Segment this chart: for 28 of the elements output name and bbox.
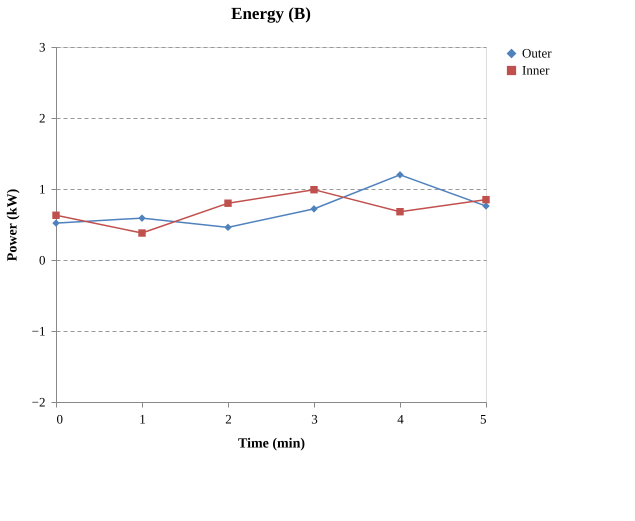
legend-label: Outer [522, 46, 552, 60]
point [396, 171, 404, 179]
point [224, 224, 232, 232]
y-tick-label: −2 [32, 394, 46, 410]
y-tick-label: 0 [39, 252, 46, 268]
y-tick-label: 1 [39, 182, 46, 196]
x-tick-label: 0 [56, 412, 63, 426]
point [310, 186, 318, 194]
y-tick-label: 3 [39, 40, 46, 54]
point [224, 199, 232, 207]
y-tick-label: 2 [39, 110, 46, 126]
x-tick-label: 1 [139, 412, 146, 426]
point [396, 208, 404, 216]
x-axis-title: Time (min) [238, 436, 306, 452]
point [52, 212, 60, 219]
chart-title: Energy (B) [231, 4, 311, 23]
y-axis-title: Power (kW) [6, 188, 21, 262]
x-tick-label: 4 [397, 412, 404, 426]
point [310, 205, 318, 213]
x-tick-label: 5 [480, 412, 486, 426]
x-tick-label: 2 [225, 412, 232, 426]
point [482, 202, 490, 210]
point [138, 214, 146, 222]
x-tick-label: 3 [311, 412, 318, 426]
y-tick-label: −1 [32, 324, 46, 338]
legend-label: Inner [522, 62, 550, 78]
point [52, 219, 60, 227]
point [482, 196, 490, 204]
